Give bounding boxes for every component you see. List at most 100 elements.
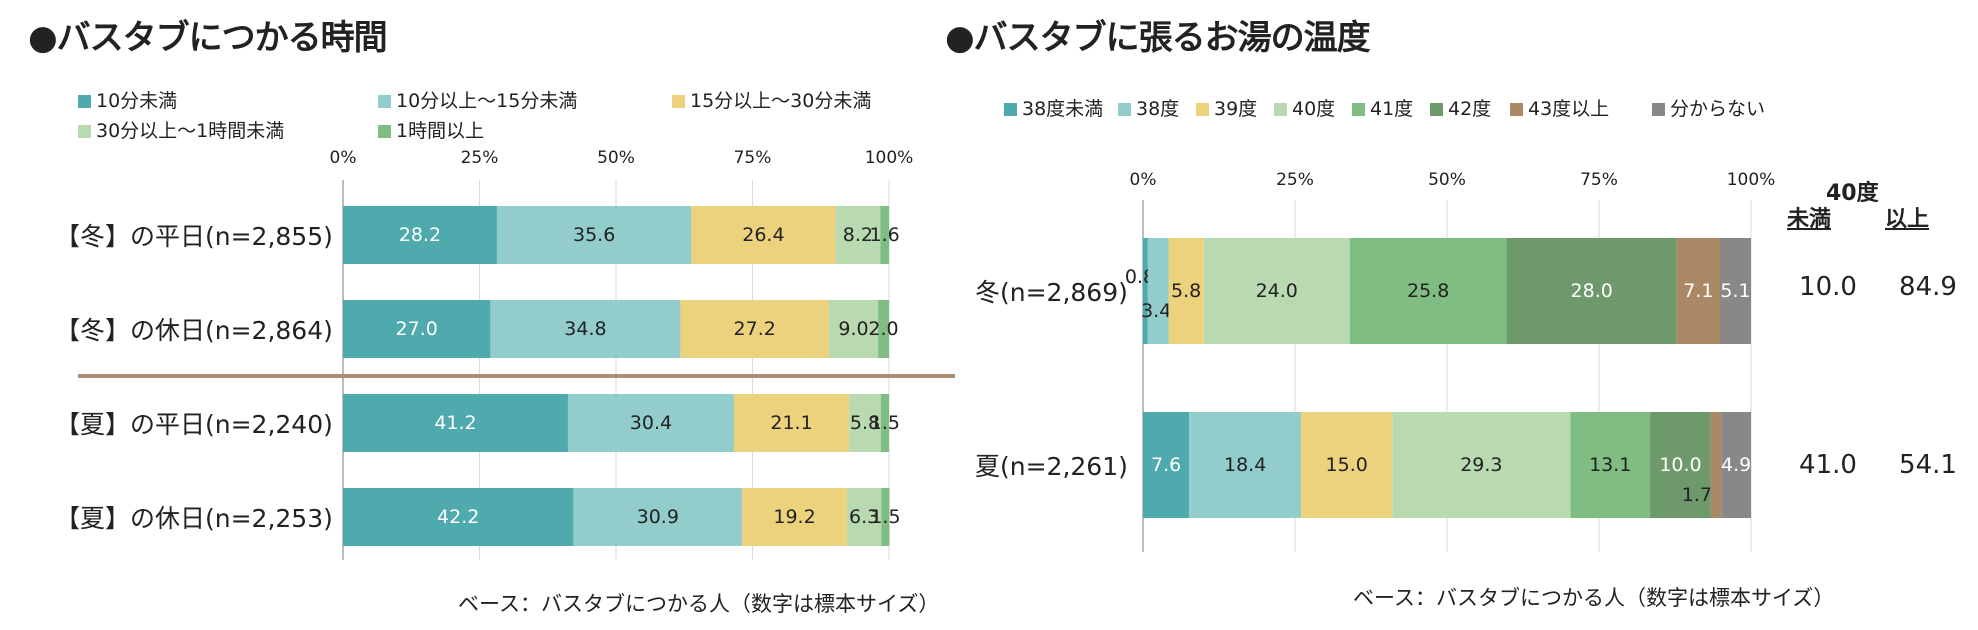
data-label: 13.1 (1589, 454, 1631, 476)
legend-item: 43度以上 (1510, 94, 1609, 121)
data-label: 28.2 (399, 224, 441, 246)
data-label: 18.4 (1224, 454, 1266, 476)
bar-segment (1676, 238, 1720, 344)
data-label: 26.4 (742, 224, 784, 246)
legend-item: 分からない (1652, 94, 1765, 121)
summary-header-40: 40度 (1826, 181, 1879, 206)
summary-under-value: 41.0 (1799, 450, 1857, 480)
bar-segment (733, 394, 850, 452)
legend-swatch (1510, 103, 1523, 116)
legend-item: 41度 (1352, 94, 1413, 121)
data-label: 9.0 (838, 318, 868, 340)
data-label: 28.0 (1571, 280, 1613, 302)
legend-swatch (1652, 103, 1665, 116)
bar-segment (1392, 412, 1571, 518)
bar-segment (1143, 238, 1148, 344)
x-tick-label: 50% (597, 148, 635, 168)
bar-segment (1168, 238, 1204, 344)
data-label: 34.8 (564, 318, 606, 340)
bar-segment (1650, 412, 1711, 518)
legend-item: 10分未満 (78, 86, 177, 113)
data-label: 1.5 (870, 506, 900, 528)
bar-segment (1506, 238, 1677, 344)
category-label: 【冬】の休日(n=2,864) (55, 316, 333, 345)
data-label: 19.2 (773, 506, 815, 528)
x-tick-label: 50% (1428, 170, 1466, 190)
legend-swatch (378, 125, 391, 138)
bar-segment (567, 394, 734, 452)
bar-segment (1710, 412, 1722, 518)
legend-item: 38度未満 (1004, 94, 1103, 121)
chart2-title: ●バスタブに張るお湯の温度 (945, 18, 1371, 58)
data-label: 5.8 (850, 412, 880, 434)
legend-label: 38度未満 (1022, 98, 1104, 120)
data-label: 5.1 (1720, 280, 1750, 302)
data-label: 6.3 (849, 506, 879, 528)
data-label: 1.5 (870, 412, 900, 434)
bar-segment (680, 300, 829, 358)
data-label: 24.0 (1256, 280, 1298, 302)
legend-item: 40度 (1274, 94, 1335, 121)
bar-segment (742, 488, 847, 546)
data-label: 2.0 (868, 318, 898, 340)
legend-label: 41度 (1370, 98, 1414, 120)
legend-label: 39度 (1214, 98, 1258, 120)
bar-segment (1189, 412, 1302, 518)
category-label: 【夏】の平日(n=2,240) (55, 410, 333, 439)
data-label: 7.1 (1683, 280, 1713, 302)
legend-swatch (672, 95, 685, 108)
data-label: 4.9 (1721, 454, 1751, 476)
legend-swatch (1352, 103, 1365, 116)
bar-segment (343, 300, 491, 358)
legend-item: 39度 (1196, 94, 1257, 121)
legend-item: 15分以上～30分未満 (672, 86, 871, 113)
data-label: 8.2 (843, 224, 873, 246)
bar-segment (691, 206, 836, 264)
category-label: 【冬】の平日(n=2,855) (55, 222, 333, 251)
legend-swatch (78, 125, 91, 138)
bar-segment (496, 206, 692, 264)
data-label: 5.8 (1171, 280, 1201, 302)
x-tick-label: 25% (460, 148, 499, 168)
legend-swatch (78, 95, 91, 108)
legend-label: 43度以上 (1528, 98, 1610, 120)
data-label: 3.4 (1141, 300, 1171, 322)
bar-segment (1349, 238, 1507, 344)
legend-swatch (1118, 103, 1131, 116)
x-tick-label: 25% (1276, 170, 1314, 190)
bar-segment (846, 488, 882, 546)
summary-over-value: 84.9 (1899, 272, 1957, 302)
bar-segment (881, 488, 890, 546)
category-label: 【夏】の休日(n=2,253) (55, 504, 333, 533)
data-label: 30.9 (637, 506, 679, 528)
data-label: 0.8 (1125, 266, 1155, 288)
legend-label: 10分未満 (96, 90, 178, 112)
data-label: 7.6 (1151, 454, 1181, 476)
x-tick-label: 75% (733, 148, 772, 168)
data-label: 1.6 (870, 224, 900, 246)
legend-label: 30分以上～1時間未満 (96, 120, 285, 142)
bar-segment (573, 488, 743, 546)
x-tick-label: 0% (329, 148, 357, 168)
bar-segment (1143, 412, 1190, 518)
bar-segment (1719, 238, 1751, 344)
x-tick-label: 100% (1726, 170, 1776, 190)
bar-segment (1570, 412, 1651, 518)
legend-swatch (378, 95, 391, 108)
bar-segment (343, 206, 497, 264)
category-label: 夏(n=2,261) (975, 452, 1128, 481)
data-label: 35.6 (573, 224, 615, 246)
base-note: ベース：バスタブにつかる人（数字は標本サイズ） (458, 592, 940, 616)
data-label: 1.7 (1682, 484, 1712, 506)
chart1-title: ●バスタブにつかる時間 (28, 18, 388, 58)
legend-swatch (1196, 103, 1209, 116)
summary-under-value: 10.0 (1799, 272, 1857, 302)
legend-item: 10分以上～15分未満 (378, 86, 577, 113)
bar-segment (490, 300, 681, 358)
data-label: 27.2 (734, 318, 776, 340)
bar-segment (343, 488, 574, 546)
x-tick-label: 75% (1580, 170, 1618, 190)
data-label: 30.4 (630, 412, 672, 434)
base-note: ベース：バスタブにつかる人（数字は標本サイズ） (1353, 586, 1835, 610)
